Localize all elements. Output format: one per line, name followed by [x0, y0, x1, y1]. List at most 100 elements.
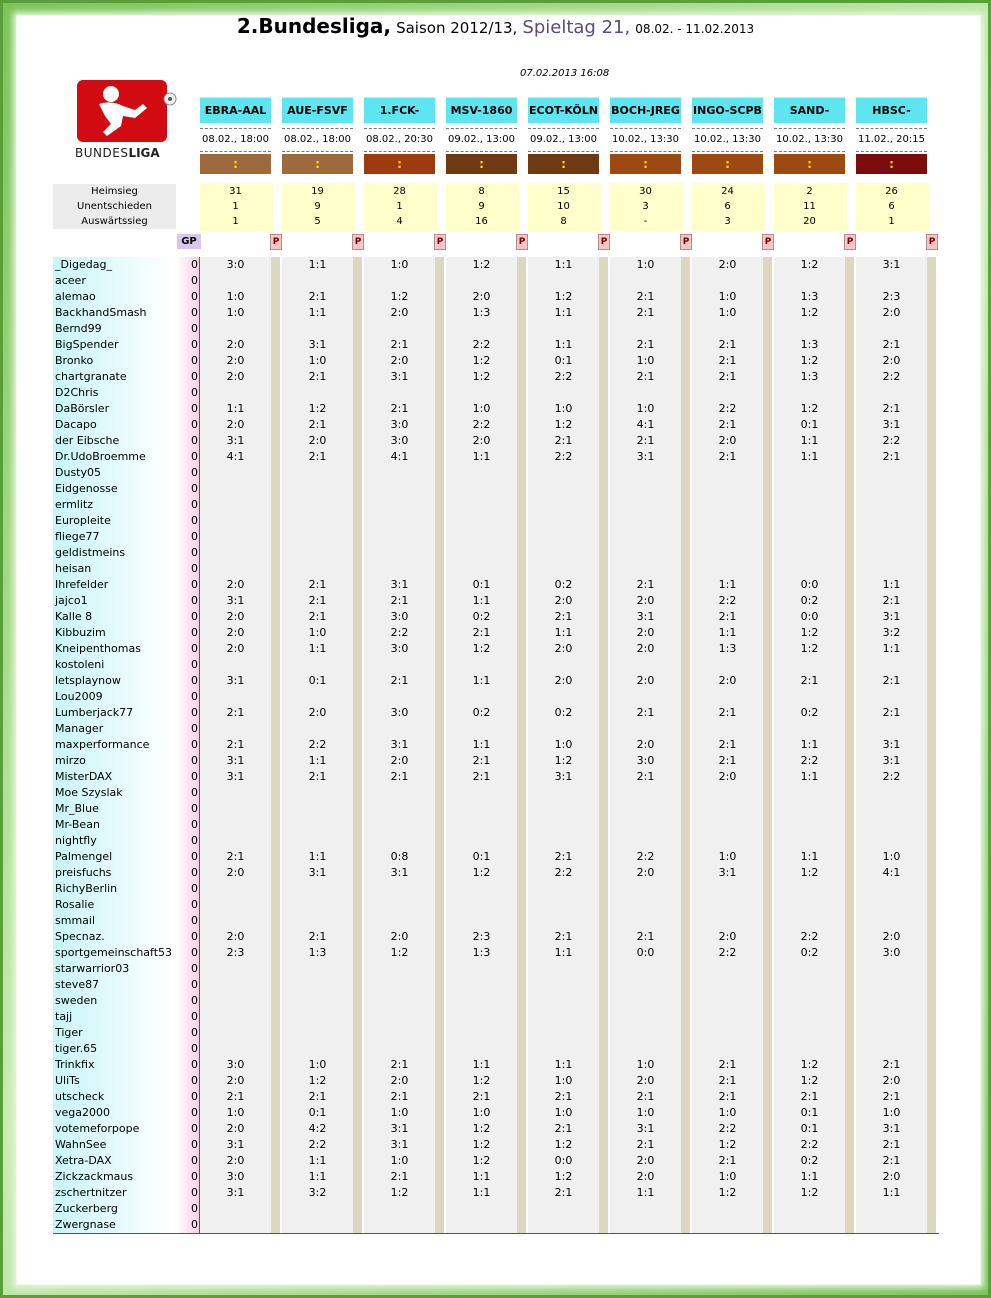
- player-tip: 2:1: [882, 594, 901, 607]
- player-tip: 2:3: [226, 946, 245, 959]
- player-tip: [610, 833, 681, 849]
- player-tip: 2:1: [226, 738, 245, 751]
- player-tip: 3:0: [390, 642, 409, 655]
- player-tip: [282, 385, 353, 401]
- player-tip: 2:1: [636, 370, 655, 383]
- points-button[interactable]: P: [762, 234, 774, 250]
- player-tip: 2:1: [472, 754, 491, 767]
- player-tip: [528, 385, 599, 401]
- player-tip: 3:2: [308, 1186, 327, 1199]
- player-name: maxperformance: [55, 738, 150, 751]
- player-gp: 0: [191, 434, 198, 447]
- player-tip: [446, 881, 517, 897]
- points-button[interactable]: P: [844, 234, 856, 250]
- match-result-bar: :: [446, 154, 517, 174]
- points-button[interactable]: P: [516, 234, 528, 250]
- player-gp: 0: [191, 802, 198, 815]
- stat-home-wins: 15: [557, 186, 570, 197]
- player-tip: [446, 961, 517, 977]
- player-gp: 0: [191, 658, 198, 671]
- player-tip: [200, 801, 271, 817]
- player-tip: 1:1: [800, 770, 819, 783]
- stat-away-wins: 20: [803, 216, 816, 227]
- player-tip: 2:1: [554, 1122, 573, 1135]
- player-tip: 0:2: [800, 1154, 819, 1167]
- player-tip: 2:1: [308, 370, 327, 383]
- player-tip: [200, 545, 271, 561]
- player-tip: 2:0: [718, 434, 737, 447]
- player-tip: 2:1: [472, 770, 491, 783]
- player-tip: [364, 961, 435, 977]
- logo-wordmark: BUNDESLIGA: [75, 146, 173, 160]
- stat-label-home: Heimsieg: [53, 184, 176, 199]
- player-tip: [856, 785, 927, 801]
- player-tip: 3:1: [882, 754, 901, 767]
- player-name: Lumberjack77: [55, 706, 134, 719]
- player-tip: [200, 1217, 271, 1233]
- player-tip: 1:2: [554, 290, 573, 303]
- points-button[interactable]: P: [598, 234, 610, 250]
- player-gp: 0: [191, 562, 198, 575]
- player-gp: 0: [191, 594, 198, 607]
- player-name: ermlitz: [55, 498, 94, 511]
- points-button[interactable]: P: [680, 234, 692, 250]
- player-tip: 3:0: [226, 1170, 245, 1183]
- points-button[interactable]: P: [434, 234, 446, 250]
- stats-bg: [282, 183, 355, 231]
- player-tip: [774, 817, 845, 833]
- player-name: smmail: [55, 914, 96, 927]
- player-gp: 0: [191, 1122, 198, 1135]
- player-tip: [364, 913, 435, 929]
- player-gp: 0: [191, 530, 198, 543]
- match-team-header: ECOT-KÖLN: [528, 97, 599, 123]
- player-tip: [856, 977, 927, 993]
- player-name: Dusty05: [55, 466, 101, 479]
- stat-away-wins: 8: [560, 216, 567, 227]
- player-tip: [364, 977, 435, 993]
- logo-word-liga: LIGA: [128, 146, 160, 160]
- player-tip: 2:1: [882, 450, 901, 463]
- player-tip: [364, 513, 435, 529]
- player-tip: 0:1: [308, 674, 327, 687]
- player-tip: [610, 513, 681, 529]
- player-tip: 2:1: [636, 706, 655, 719]
- player-tip: [282, 513, 353, 529]
- player-tip: [446, 561, 517, 577]
- ball-icon: [163, 92, 177, 106]
- player-tip: 1:1: [472, 738, 491, 751]
- points-button[interactable]: P: [270, 234, 282, 250]
- stat-home-wins: 2: [806, 186, 813, 197]
- player-tip: [610, 1009, 681, 1025]
- player-tip: [200, 1041, 271, 1057]
- player-tip: [364, 529, 435, 545]
- points-button[interactable]: P: [352, 234, 364, 250]
- player-tip: 3:1: [226, 1138, 245, 1151]
- player-tip: [692, 481, 763, 497]
- player-tip: 1:1: [800, 738, 819, 751]
- player-tip: [528, 1217, 599, 1233]
- player-gp: 0: [191, 1202, 198, 1215]
- player-tip: 1:3: [308, 946, 327, 959]
- player-tip: [446, 385, 517, 401]
- player-tip: [610, 497, 681, 513]
- player-tip: 1:2: [800, 866, 819, 879]
- player-tip: [528, 785, 599, 801]
- player-tip: 1:1: [472, 1170, 491, 1183]
- stat-draws: 6: [888, 201, 895, 212]
- player-gp: 0: [191, 1090, 198, 1103]
- player-tip: 2:0: [226, 370, 245, 383]
- player-tip: [528, 481, 599, 497]
- stat-away-wins: 16: [475, 216, 488, 227]
- player-name: jajco1: [55, 594, 88, 607]
- player-gp: 0: [191, 1218, 198, 1231]
- player-tip: [282, 1217, 353, 1233]
- player-tip: 2:1: [390, 674, 409, 687]
- player-tip: 1:1: [800, 450, 819, 463]
- player-tip: 2:0: [882, 354, 901, 367]
- points-button[interactable]: P: [926, 234, 938, 250]
- player-tip: [364, 465, 435, 481]
- stat-draws: 1: [232, 201, 239, 212]
- player-tip: 2:0: [226, 866, 245, 879]
- player-gp: 0: [191, 1074, 198, 1087]
- player-tip: 2:0: [636, 1170, 655, 1183]
